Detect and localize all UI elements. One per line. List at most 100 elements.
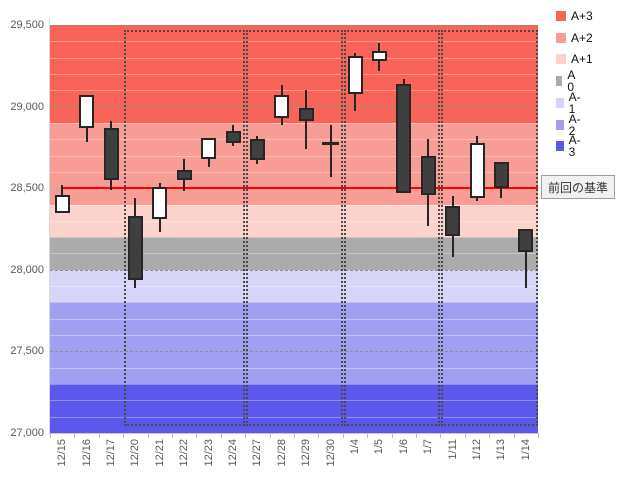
rating-band-Aplus3 (50, 25, 538, 123)
y-tick-label: 28,000 (10, 263, 44, 276)
x-tick-mark (489, 433, 491, 438)
candle-body-12/21 (152, 186, 168, 220)
x-tick-mark (464, 433, 466, 438)
major-gridline (50, 269, 538, 271)
legend-item-label: A+2 (571, 30, 593, 45)
candle-body-1/13 (493, 162, 509, 189)
minor-gridline (50, 57, 538, 59)
week-group-box-4 (441, 30, 538, 426)
candle-body-12/27 (249, 139, 265, 161)
legend-item-label: A-3 (568, 133, 581, 160)
x-tick-mark (416, 433, 417, 438)
week-group-box-2 (246, 30, 343, 426)
x-tick-label-12/16: 12/16 (80, 439, 93, 467)
rating-band-Aminus2 (50, 302, 538, 385)
candle-wick-12/30 (329, 124, 332, 177)
minor-gridline (50, 90, 538, 92)
x-tick-label-1/5: 1/5 (373, 439, 386, 455)
x-tick-mark (123, 433, 125, 438)
y-tick-label: 29,000 (10, 100, 44, 113)
x-tick-label-12/28: 12/28 (275, 439, 288, 467)
candle-wick-1/14 (524, 229, 527, 288)
candle-body-12/28 (274, 95, 290, 119)
legend-swatch-icon (556, 97, 564, 108)
x-tick-label-12/30: 12/30 (324, 439, 337, 467)
legend-item-Aplus3: A+3 (556, 10, 593, 22)
candle-body-12/23 (201, 137, 217, 159)
x-tick-mark (318, 433, 320, 438)
x-tick-label-12/15: 12/15 (56, 439, 69, 467)
x-tick-mark (74, 433, 76, 438)
x-tick-label-1/12: 1/12 (471, 439, 483, 461)
x-tick-mark (196, 433, 198, 438)
major-gridline (50, 106, 538, 108)
minor-gridline (50, 400, 538, 402)
x-tick-label-1/4: 1/4 (349, 439, 361, 455)
legend-item-Aminus1: A-1 (556, 91, 583, 115)
legend-item-label: A-2 (568, 111, 581, 138)
candle-body-12/24 (225, 131, 241, 143)
legend-item-label: A 0 (567, 68, 575, 95)
minor-gridline (50, 237, 538, 239)
candle-body-12/22 (176, 170, 192, 181)
minor-gridline (50, 253, 538, 255)
candle-body-1/5 (371, 51, 387, 61)
x-tick-label-12/29: 12/29 (300, 439, 313, 467)
x-tick-label-12/27: 12/27 (251, 439, 264, 467)
x-tick-label-1/11: 1/11 (446, 439, 459, 460)
legend-item-Aminus3: A-3 (556, 134, 583, 158)
candle-body-12/17 (103, 127, 119, 181)
x-tick-label-12/20: 12/20 (129, 439, 142, 467)
legend-swatch-icon (556, 32, 566, 43)
candle-body-12/15 (54, 194, 70, 213)
plot-area (50, 25, 538, 433)
legend-swatch-icon (556, 76, 563, 87)
x-tick-label-1/13: 1/13 (495, 439, 508, 461)
major-gridline (50, 351, 538, 353)
baseline-grid-stub (50, 188, 63, 190)
candle-body-12/20 (127, 215, 143, 280)
x-tick-mark (538, 433, 539, 438)
x-tick-mark (50, 433, 51, 438)
x-tick-label-1/6: 1/6 (397, 439, 410, 455)
candle-body-1/7 (420, 155, 436, 195)
y-tick-label: 27,000 (10, 427, 44, 439)
x-tick-label-12/22: 12/22 (178, 439, 191, 467)
y-tick-label: 29,500 (10, 19, 44, 31)
minor-gridline (50, 139, 538, 141)
x-tick-mark (147, 433, 149, 438)
x-tick-mark (269, 433, 271, 438)
x-tick-label-1/14: 1/14 (519, 439, 532, 461)
legend-swatch-icon (556, 119, 564, 130)
minor-gridline (50, 302, 538, 304)
candle-doji-12/30 (322, 141, 340, 145)
legend-item-Aplus1: A+1 (556, 53, 593, 65)
x-tick-mark (440, 433, 442, 438)
baseline-label: 前回の基準 (541, 175, 615, 199)
minor-gridline (50, 171, 538, 173)
minor-gridline (50, 367, 538, 369)
x-tick-label-12/21: 12/21 (153, 439, 166, 467)
legend-swatch-icon (556, 141, 564, 152)
candle-body-12/16 (79, 95, 95, 128)
y-axis-line (49, 18, 50, 434)
minor-gridline (50, 384, 538, 386)
week-group-box-1 (124, 30, 246, 426)
minor-gridline (50, 220, 538, 222)
legend-item-label: A+1 (571, 52, 593, 67)
minor-gridline (50, 41, 538, 43)
x-tick-mark (513, 433, 515, 438)
y-tick-label: 28,500 (10, 182, 44, 195)
x-tick-mark (367, 433, 369, 438)
legend-swatch-icon (556, 11, 566, 21)
minor-gridline (50, 335, 538, 337)
x-tick-mark (172, 433, 173, 438)
minor-gridline (50, 122, 538, 124)
legend-item-Aminus2: A-2 (556, 113, 583, 137)
legend-swatch-icon (556, 54, 566, 65)
minor-gridline (50, 318, 538, 320)
x-tick-mark (342, 433, 344, 438)
legend-item-label: A-1 (568, 89, 581, 116)
x-tick-label-12/17: 12/17 (105, 439, 117, 467)
